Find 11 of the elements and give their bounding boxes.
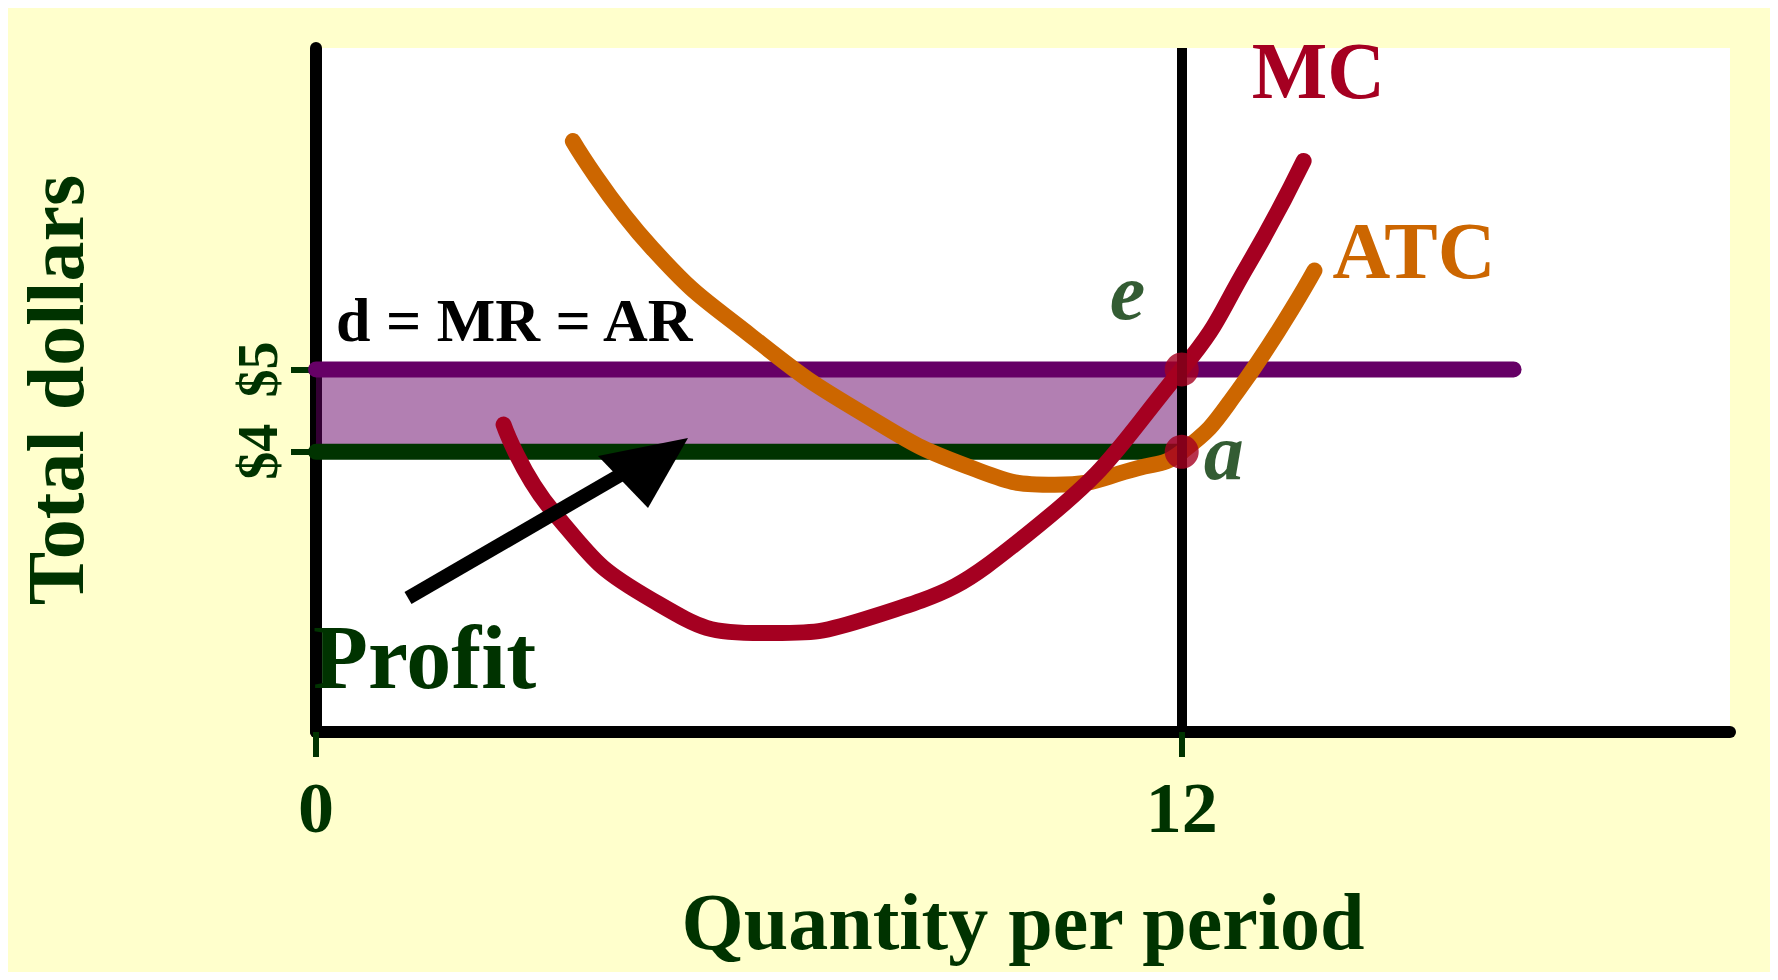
y-tick-label: $5 (227, 341, 289, 398)
y-tick-label: $4 (227, 423, 289, 480)
x-axis-title: Quantity per period (681, 878, 1365, 966)
x-tick-label: 12 (1145, 768, 1218, 848)
x-tick-label: 0 (298, 768, 334, 848)
series-label: e (1109, 248, 1146, 337)
series-label: a (1203, 407, 1244, 496)
series-label: MC (1251, 26, 1385, 115)
series-label: ATC (1332, 206, 1496, 295)
series-label: d = MR = AR (336, 286, 694, 355)
y-axis-title: Total dollars (12, 174, 100, 606)
